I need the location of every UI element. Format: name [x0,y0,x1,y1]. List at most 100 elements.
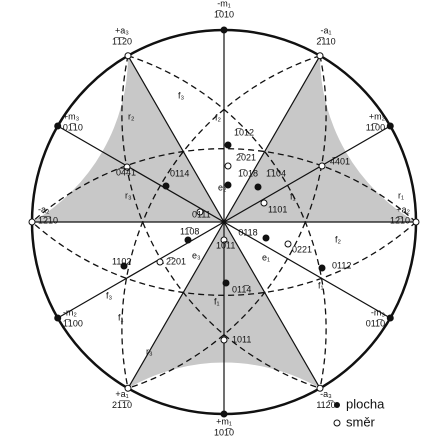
zone-letter: r₂ [128,111,135,121]
pole-label: 2̅021 [236,152,256,162]
legend-circle [333,419,341,427]
zone-letter: f₁ [118,312,124,322]
great-circle [121,55,321,389]
zone-letter: r₃ [125,190,132,200]
edge-name: -m₃ [371,307,385,317]
edge-index: 112̅0 [316,400,335,410]
zone-letter: e₁ [262,252,270,262]
plane-pole [224,141,232,149]
direction-pole [412,218,420,226]
edge-name: +a₂ [396,204,410,214]
edge-name: -a₂ [38,204,50,214]
edge-name: -a₁ [320,26,331,36]
zone-letter: f₃ [106,290,113,300]
edge-index: 1̅100 [63,318,83,328]
great-circle [31,221,417,296]
plane-pole [220,410,228,418]
pole-label: 1101 [268,204,287,214]
legend-direction: směr [346,414,376,429]
plane-pole [386,122,394,130]
direction-pole [224,162,232,170]
zone-lines [31,30,417,414]
zone-letter: e₂ [218,182,227,192]
zone-letter: f₁ [318,280,324,290]
plane-pole [386,314,394,322]
poles [28,26,420,418]
zone-letter: f₂ [335,234,342,244]
plane-pole [222,279,230,287]
zone-letter: f₁ [214,296,220,306]
plane-pole [318,264,326,272]
edge-index: 01̅10 [63,122,83,132]
zone-letter: f₂ [215,112,222,122]
edge-name: +m₃ [63,111,80,121]
plane-pole [54,314,62,322]
edge-name: +m₂ [369,111,386,121]
pole-label: 4̅401 [330,156,350,166]
edge-index: 2̅110 [316,37,335,47]
edge-index: 21̅1̅0 [112,400,132,410]
direction-pole [220,236,228,244]
direction-pole [260,199,268,207]
zone-letter: e₃ [192,250,201,260]
plane-pole [184,236,192,244]
direction-pole [196,208,204,216]
diameter [57,125,391,319]
plane-pole [54,122,62,130]
direction-pole [284,240,292,248]
direction-pole [28,218,36,226]
direction-pole [220,336,228,344]
pole-label: 10̅11 [216,240,235,250]
pole-label: 0111 [192,209,211,219]
pole-label: 2̅201 [166,256,186,266]
pole-label: 0114 [170,168,189,178]
zone-letter: r₁ [398,190,404,200]
pole-label: 1102 [112,256,131,266]
pole-label: 1̅012 [234,127,254,137]
edge-index: 12̅10 [390,215,410,225]
edge-index: 011̅0 [366,318,385,328]
pole-label: 0118 [238,227,257,237]
pole-label: 1̅018 [238,168,258,178]
great-circle [127,55,327,389]
legend-plane: plocha [346,396,385,411]
pole-label: 0112 [332,260,351,270]
edge-name: -m₂ [63,307,77,317]
direction-pole [124,52,132,60]
pole-label: 0̅4̅41 [116,167,136,177]
plane-pole [224,181,232,189]
direction-pole [318,162,326,170]
plane-pole [220,26,228,34]
plane-pole [162,182,170,190]
direction-pole [156,258,164,266]
pole-label: 11̅08 [180,226,199,236]
plane-pole [262,234,270,242]
direction-pole [316,384,324,392]
edge-index: 101̅0 [214,427,234,436]
direction-pole [123,163,131,171]
pole-label: 1̅104 [266,168,286,178]
edge-index: 1̅2̅10 [38,215,58,225]
shaded-sector [224,55,416,223]
plane-pole [254,183,262,191]
edge-name: +a₁ [115,389,128,399]
direction-pole [316,52,324,60]
shaded-sector [32,55,224,223]
zone-letter: f₃ [178,90,185,100]
direction-pole [124,384,132,392]
edge-name: -m₁ [217,0,231,8]
pole-label: 1011 [232,334,251,344]
zone-letter: r₃ [146,346,153,356]
pole-label: 011̅4 [232,284,251,294]
edge-name: -a₃ [320,389,332,399]
great-circle [127,55,327,389]
edge-name: +m₁ [216,416,232,426]
zone-letter: f₁ [290,191,296,201]
legend-dot [334,402,340,408]
edge-index: 11̅00 [366,122,385,132]
edge-name: +a₃ [115,26,129,36]
edge-index: 1̅1̅20 [112,37,132,47]
plane-pole [120,262,128,270]
edge-index: 1̅010 [214,9,234,19]
